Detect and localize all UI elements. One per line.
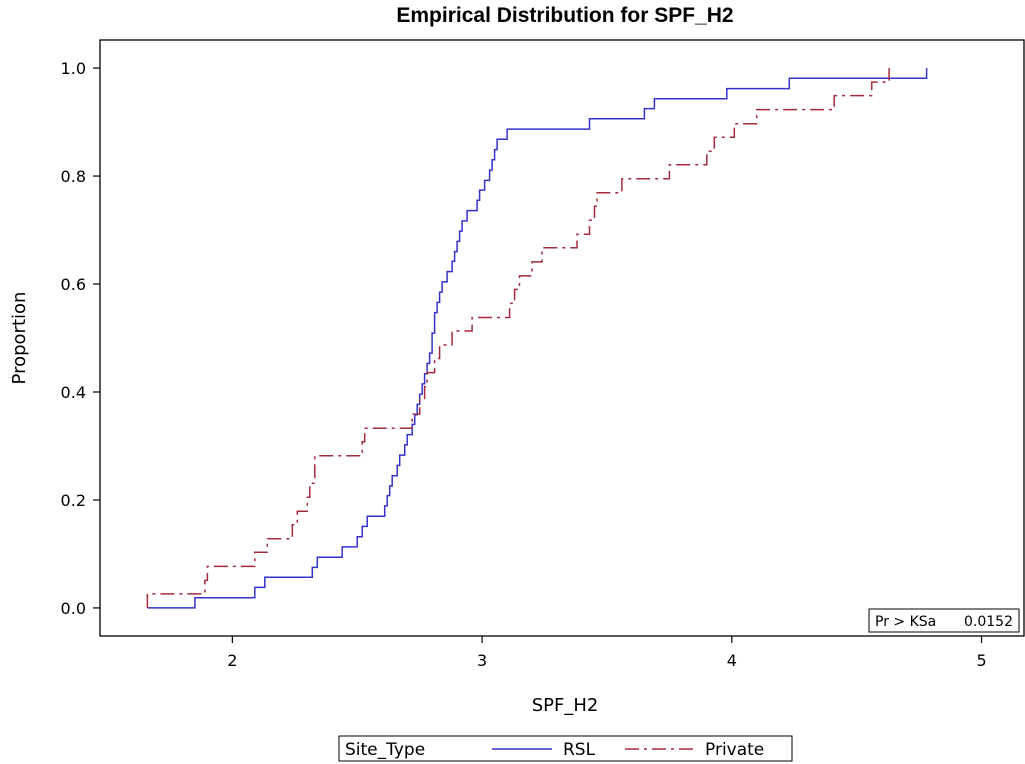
- legend-entry-private: Private: [705, 740, 764, 760]
- y-axis: 0.0 0.2 0.4 0.6 0.8 1.0: [61, 59, 100, 618]
- y-tick-label: 0.8: [61, 167, 86, 186]
- plot-area-frame: [99, 39, 1025, 637]
- y-axis-label: Proportion: [9, 292, 30, 385]
- x-tick-label: 2: [227, 651, 237, 670]
- stat-inset: Pr > KSa 0.0152: [868, 608, 1020, 633]
- x-tick-label: 4: [727, 651, 737, 670]
- legend-entry-rsl: RSL: [563, 740, 596, 760]
- y-tick-label: 0.4: [61, 383, 86, 402]
- y-tick-label: 0.0: [61, 599, 86, 618]
- legend: Site_Type RSL Private: [338, 735, 793, 762]
- x-axis-label: SPF_H2: [532, 695, 599, 716]
- x-axis: 2 3 4 5: [227, 636, 987, 670]
- stat-inset-box: [868, 608, 1020, 633]
- legend-box: [338, 735, 793, 762]
- x-tick-label: 3: [477, 651, 487, 670]
- chart-title: Empirical Distribution for SPF_H2: [396, 4, 733, 27]
- stat-inset-value: 0.0152: [964, 614, 1013, 630]
- y-tick-label: 0.2: [61, 491, 86, 510]
- series-line-private: [146, 68, 890, 608]
- legend-title: Site_Type: [345, 740, 425, 760]
- stat-inset-label: Pr > KSa: [875, 614, 936, 630]
- series-layer: [146, 68, 928, 609]
- x-tick-label: 5: [976, 651, 986, 670]
- y-tick-label: 0.6: [61, 275, 86, 294]
- series-line-rsl: [147, 68, 928, 609]
- y-tick-label: 1.0: [61, 59, 86, 78]
